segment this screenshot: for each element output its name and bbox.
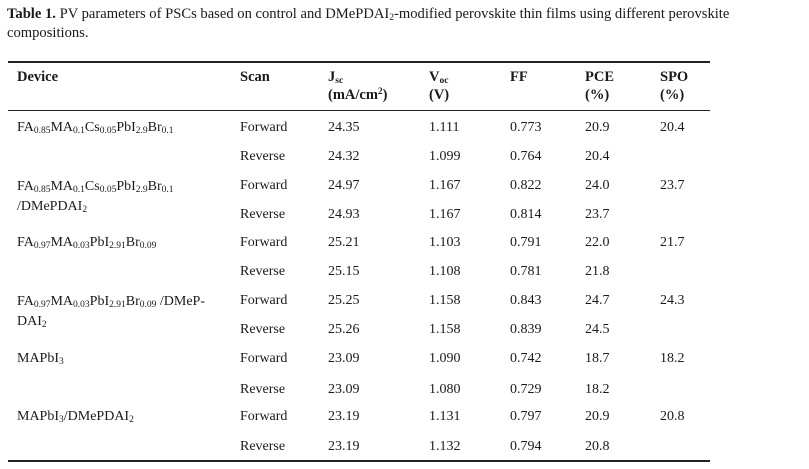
cell-voc: 1.131 xyxy=(429,409,461,424)
cell-ff: 0.794 xyxy=(510,439,542,454)
cell-voc: 1.158 xyxy=(429,322,461,337)
cell-spo: 18.2 xyxy=(660,351,685,366)
header-jsc: Jsc (mA/cm2) xyxy=(328,69,388,103)
device-name-2: FA0.85MA0.1Cs0.05PbI2.9Br0.1/DMePDAI2 xyxy=(17,179,174,215)
cell-pce: 20.4 xyxy=(585,149,610,164)
cell-jsc: 23.09 xyxy=(328,351,360,366)
cell-scan: Forward xyxy=(240,293,288,308)
cell-pce: 22.0 xyxy=(585,235,610,250)
cell-voc: 1.108 xyxy=(429,264,461,279)
cell-ff: 0.839 xyxy=(510,322,542,337)
cell-jsc: 25.25 xyxy=(328,293,360,308)
cell-ff: 0.822 xyxy=(510,178,542,193)
caption-text-line2: compositions. xyxy=(7,25,89,41)
cell-spo: 20.8 xyxy=(660,409,685,424)
table-top-rule xyxy=(8,61,710,63)
header-pce: PCE (%) xyxy=(585,69,614,103)
cell-scan: Reverse xyxy=(240,264,286,279)
cell-pce: 18.2 xyxy=(585,382,610,397)
cell-ff: 0.814 xyxy=(510,207,542,222)
cell-pce: 20.8 xyxy=(585,439,610,454)
cell-jsc: 24.32 xyxy=(328,149,360,164)
cell-voc: 1.167 xyxy=(429,207,461,222)
header-device: Device xyxy=(17,69,59,85)
cell-jsc: 25.15 xyxy=(328,264,360,279)
cell-spo: 24.3 xyxy=(660,293,685,308)
cell-pce: 21.8 xyxy=(585,264,610,279)
cell-jsc: 24.93 xyxy=(328,207,360,222)
cell-jsc: 23.19 xyxy=(328,409,360,424)
device-name-4: FA0.97MA0.03PbI2.91Br0.09 /DMeP- DAI2 xyxy=(17,294,205,330)
cell-jsc: 23.19 xyxy=(328,439,360,454)
cell-pce: 20.9 xyxy=(585,409,610,424)
device-name-3: FA0.97MA0.03PbI2.91Br0.09 xyxy=(17,235,157,251)
cell-pce: 23.7 xyxy=(585,207,610,222)
cell-voc: 1.080 xyxy=(429,382,461,397)
header-spo: SPO (%) xyxy=(660,69,689,103)
cell-ff: 0.791 xyxy=(510,235,542,250)
cell-pce: 24.5 xyxy=(585,322,610,337)
cell-voc: 1.090 xyxy=(429,351,461,366)
cell-voc: 1.111 xyxy=(429,120,460,135)
cell-scan: Forward xyxy=(240,351,288,366)
header-voc: Voc (V) xyxy=(429,69,450,103)
cell-scan: Reverse xyxy=(240,322,286,337)
cell-voc: 1.132 xyxy=(429,439,461,454)
cell-pce: 24.7 xyxy=(585,293,610,308)
header-scan: Scan xyxy=(240,69,270,85)
cell-pce: 18.7 xyxy=(585,351,610,366)
cell-jsc: 25.21 xyxy=(328,235,360,250)
cell-jsc: 23.09 xyxy=(328,382,360,397)
cell-voc: 1.099 xyxy=(429,149,461,164)
cell-spo: 20.4 xyxy=(660,120,685,135)
cell-ff: 0.729 xyxy=(510,382,542,397)
cell-voc: 1.158 xyxy=(429,293,461,308)
caption-label: Table 1. xyxy=(7,6,56,22)
cell-spo: 21.7 xyxy=(660,235,685,250)
cell-voc: 1.103 xyxy=(429,235,461,250)
device-name-6: MAPbI3/DMePDAI2 xyxy=(17,409,134,425)
cell-jsc: 24.35 xyxy=(328,120,360,135)
cell-pce: 24.0 xyxy=(585,178,610,193)
cell-pce: 20.9 xyxy=(585,120,610,135)
cell-ff: 0.797 xyxy=(510,409,542,424)
device-name-5: MAPbI3 xyxy=(17,351,64,367)
table-bottom-rule xyxy=(8,460,710,462)
cell-ff: 0.764 xyxy=(510,149,542,164)
header-ff: FF xyxy=(510,69,528,85)
cell-scan: Reverse xyxy=(240,439,286,454)
cell-scan: Reverse xyxy=(240,382,286,397)
cell-scan: Forward xyxy=(240,235,288,250)
cell-ff: 0.742 xyxy=(510,351,542,366)
cell-spo: 23.7 xyxy=(660,178,685,193)
cell-scan: Reverse xyxy=(240,149,286,164)
device-name-1: FA0.85MA0.1Cs0.05PbI2.9Br0.1 xyxy=(17,120,174,136)
cell-ff: 0.773 xyxy=(510,120,542,135)
table-caption: Table 1. PV parameters of PSCs based on … xyxy=(7,5,807,43)
cell-scan: Forward xyxy=(240,409,288,424)
cell-scan: Reverse xyxy=(240,207,286,222)
cell-ff: 0.781 xyxy=(510,264,542,279)
cell-scan: Forward xyxy=(240,120,288,135)
cell-scan: Forward xyxy=(240,178,288,193)
caption-text: PV parameters of PSCs based on control a… xyxy=(59,6,730,23)
cell-voc: 1.167 xyxy=(429,178,461,193)
table-header-rule xyxy=(8,110,710,111)
cell-jsc: 25.26 xyxy=(328,322,360,337)
cell-ff: 0.843 xyxy=(510,293,542,308)
cell-jsc: 24.97 xyxy=(328,178,360,193)
